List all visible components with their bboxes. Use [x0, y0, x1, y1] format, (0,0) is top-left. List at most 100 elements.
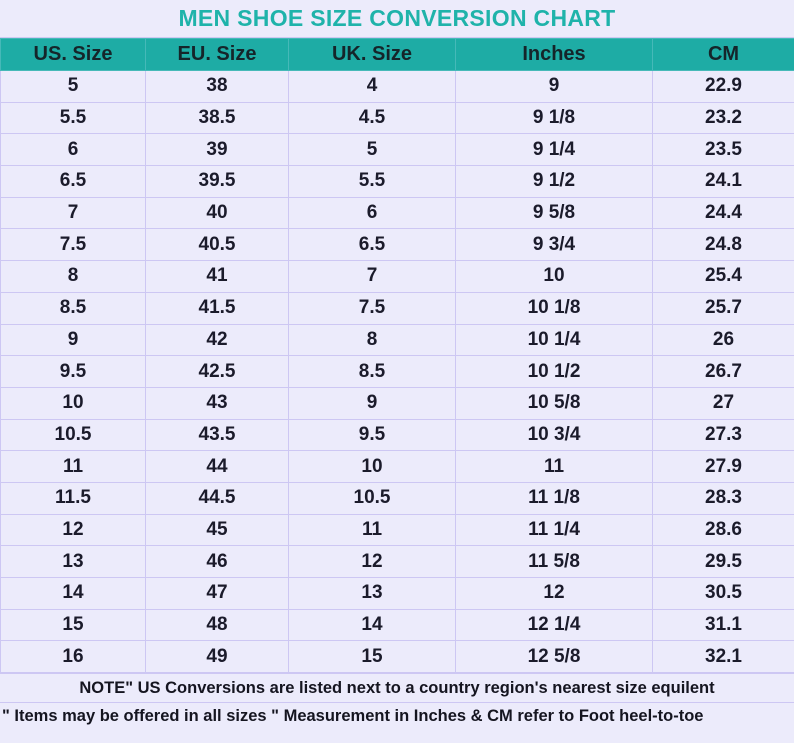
table-cell: 44	[145, 450, 289, 483]
note-measurement: " Items may be offered in all sizes " Me…	[0, 702, 794, 730]
table-cell: 4.5	[288, 101, 456, 135]
column-header: Inches	[455, 38, 653, 71]
table-cell: 15	[288, 640, 456, 674]
table-cell: 23.5	[652, 133, 794, 167]
table-cell: 24.8	[652, 228, 794, 262]
table-cell: 5	[288, 133, 456, 167]
table-cell: 9.5	[288, 418, 456, 452]
table-row: 10 43 9 10 5/8 27	[0, 386, 794, 420]
table-cell: 5.5	[288, 165, 456, 198]
table-row: 15 48 14 12 1/4 31.1	[0, 608, 794, 642]
table-cell: 13	[0, 545, 146, 578]
table-cell: 12	[288, 545, 456, 578]
table-cell: 44.5	[145, 481, 289, 515]
table-cell: 49	[145, 640, 289, 674]
table-cell: 5.5	[0, 101, 146, 135]
table-cell: 9.5	[0, 355, 146, 388]
table-cell: 38	[145, 70, 289, 103]
table-cell: 16	[0, 640, 146, 674]
table-row: 6 39 5 9 1/4 23.5	[0, 133, 794, 167]
table-cell: 8.5	[288, 355, 456, 388]
table-cell: 12 1/4	[455, 608, 653, 642]
table-cell: 43.5	[145, 418, 289, 452]
table-cell: 11 5/8	[455, 545, 653, 578]
table-cell: 6.5	[0, 165, 146, 198]
table-cell: 38.5	[145, 101, 289, 135]
table-cell: 7.5	[0, 228, 146, 262]
table-row: 5 38 4 9 22.9	[0, 70, 794, 103]
table-cell: 9 1/8	[455, 101, 653, 135]
table-row: 6.5 39.5 5.5 9 1/2 24.1	[0, 165, 794, 198]
table-cell: 27.9	[652, 450, 794, 483]
table-cell: 9 5/8	[455, 196, 653, 230]
table-cell: 41.5	[145, 291, 289, 325]
table-cell: 12 5/8	[455, 640, 653, 674]
table-cell: 14	[0, 577, 146, 610]
table-cell: 24.4	[652, 196, 794, 230]
table-cell: 7	[288, 260, 456, 293]
table-cell: 25.4	[652, 260, 794, 293]
table-cell: 47	[145, 577, 289, 610]
table-cell: 12	[0, 513, 146, 547]
table-row: 8 41 7 10 25.4	[0, 260, 794, 293]
table-cell: 10 5/8	[455, 386, 653, 420]
table-cell: 14	[288, 608, 456, 642]
table-cell: 39.5	[145, 165, 289, 198]
size-conversion-table: US. Size EU. Size UK. Size Inches CM 5 38 4 9 22…	[0, 38, 794, 674]
table-cell: 7	[0, 196, 146, 230]
table-cell: 9 1/2	[455, 165, 653, 198]
table-cell: 48	[145, 608, 289, 642]
table-cell: 29.5	[652, 545, 794, 578]
table-cell: 28.3	[652, 481, 794, 515]
table-cell: 10 1/4	[455, 323, 653, 357]
table-cell: 24.1	[652, 165, 794, 198]
table-cell: 9	[0, 323, 146, 357]
table-cell: 11 1/8	[455, 481, 653, 515]
table-cell: 11	[455, 450, 653, 483]
table-cell: 39	[145, 133, 289, 167]
column-header: CM	[652, 38, 794, 71]
column-header: US. Size	[0, 38, 146, 71]
table-cell: 42	[145, 323, 289, 357]
table-cell: 10 1/8	[455, 291, 653, 325]
table-cell: 5	[0, 70, 146, 103]
table-cell: 15	[0, 608, 146, 642]
table-cell: 7.5	[288, 291, 456, 325]
table-row: 8.5 41.5 7.5 10 1/8 25.7	[0, 291, 794, 325]
table-cell: 11	[0, 450, 146, 483]
table-cell: 10	[455, 260, 653, 293]
table-row: 16 49 15 12 5/8 32.1	[0, 640, 794, 674]
chart-title: MEN SHOE SIZE CONVERSION CHART	[0, 0, 794, 38]
table-cell: 9 3/4	[455, 228, 653, 262]
table-row: 7.5 40.5 6.5 9 3/4 24.8	[0, 228, 794, 262]
table-cell: 4	[288, 70, 456, 103]
table-row: 12 45 11 11 1/4 28.6	[0, 513, 794, 547]
table-cell: 10 1/2	[455, 355, 653, 388]
table-row: 11 44 10 11 27.9	[0, 450, 794, 483]
table-cell: 46	[145, 545, 289, 578]
table-cell: 8	[0, 260, 146, 293]
table-cell: 11 1/4	[455, 513, 653, 547]
note-conversions: NOTE" US Conversions are listed next to …	[0, 673, 794, 702]
table-cell: 32.1	[652, 640, 794, 674]
table-row: 9 42 8 10 1/4 26	[0, 323, 794, 357]
table-cell: 31.1	[652, 608, 794, 642]
table-cell: 9	[455, 70, 653, 103]
table-cell: 6	[288, 196, 456, 230]
table-cell: 13	[288, 577, 456, 610]
table-cell: 27	[652, 386, 794, 420]
table-cell: 12	[455, 577, 653, 610]
column-header: UK. Size	[288, 38, 456, 71]
table-cell: 10.5	[288, 481, 456, 515]
table-cell: 45	[145, 513, 289, 547]
table-cell: 26	[652, 323, 794, 357]
table-cell: 10	[0, 386, 146, 420]
table-row: 5.5 38.5 4.5 9 1/8 23.2	[0, 101, 794, 135]
table-cell: 26.7	[652, 355, 794, 388]
table-row: 7 40 6 9 5/8 24.4	[0, 196, 794, 230]
table-cell: 6	[0, 133, 146, 167]
table-cell: 10 3/4	[455, 418, 653, 452]
table-cell: 42.5	[145, 355, 289, 388]
table-row: 11.5 44.5 10.5 11 1/8 28.3	[0, 481, 794, 515]
table-row: 13 46 12 11 5/8 29.5	[0, 545, 794, 578]
